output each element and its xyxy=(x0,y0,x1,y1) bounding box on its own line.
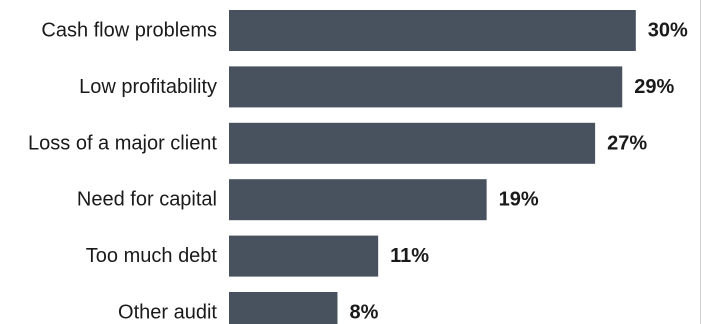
value-label-0: 30% xyxy=(648,20,688,42)
category-label-0: Cash flow problems xyxy=(41,20,217,42)
bar-2 xyxy=(229,122,596,164)
bar-5 xyxy=(229,292,338,324)
value-label-2: 27% xyxy=(607,132,647,154)
category-label-4: Too much debt xyxy=(86,245,218,267)
category-label-3: Need for capital xyxy=(77,189,217,211)
category-label-1: Low profitability xyxy=(79,76,217,98)
bar-1 xyxy=(229,66,623,108)
bar-4 xyxy=(229,235,379,277)
bar-3 xyxy=(229,179,487,221)
value-label-4: 11% xyxy=(390,245,429,267)
value-label-1: 29% xyxy=(634,76,674,98)
bar-0 xyxy=(229,10,636,51)
chart-right-border xyxy=(700,0,701,324)
category-label-5: Other audit xyxy=(118,302,217,324)
value-label-3: 19% xyxy=(499,189,539,211)
category-label-2: Loss of a major client xyxy=(28,132,217,154)
value-label-5: 8% xyxy=(349,302,378,324)
